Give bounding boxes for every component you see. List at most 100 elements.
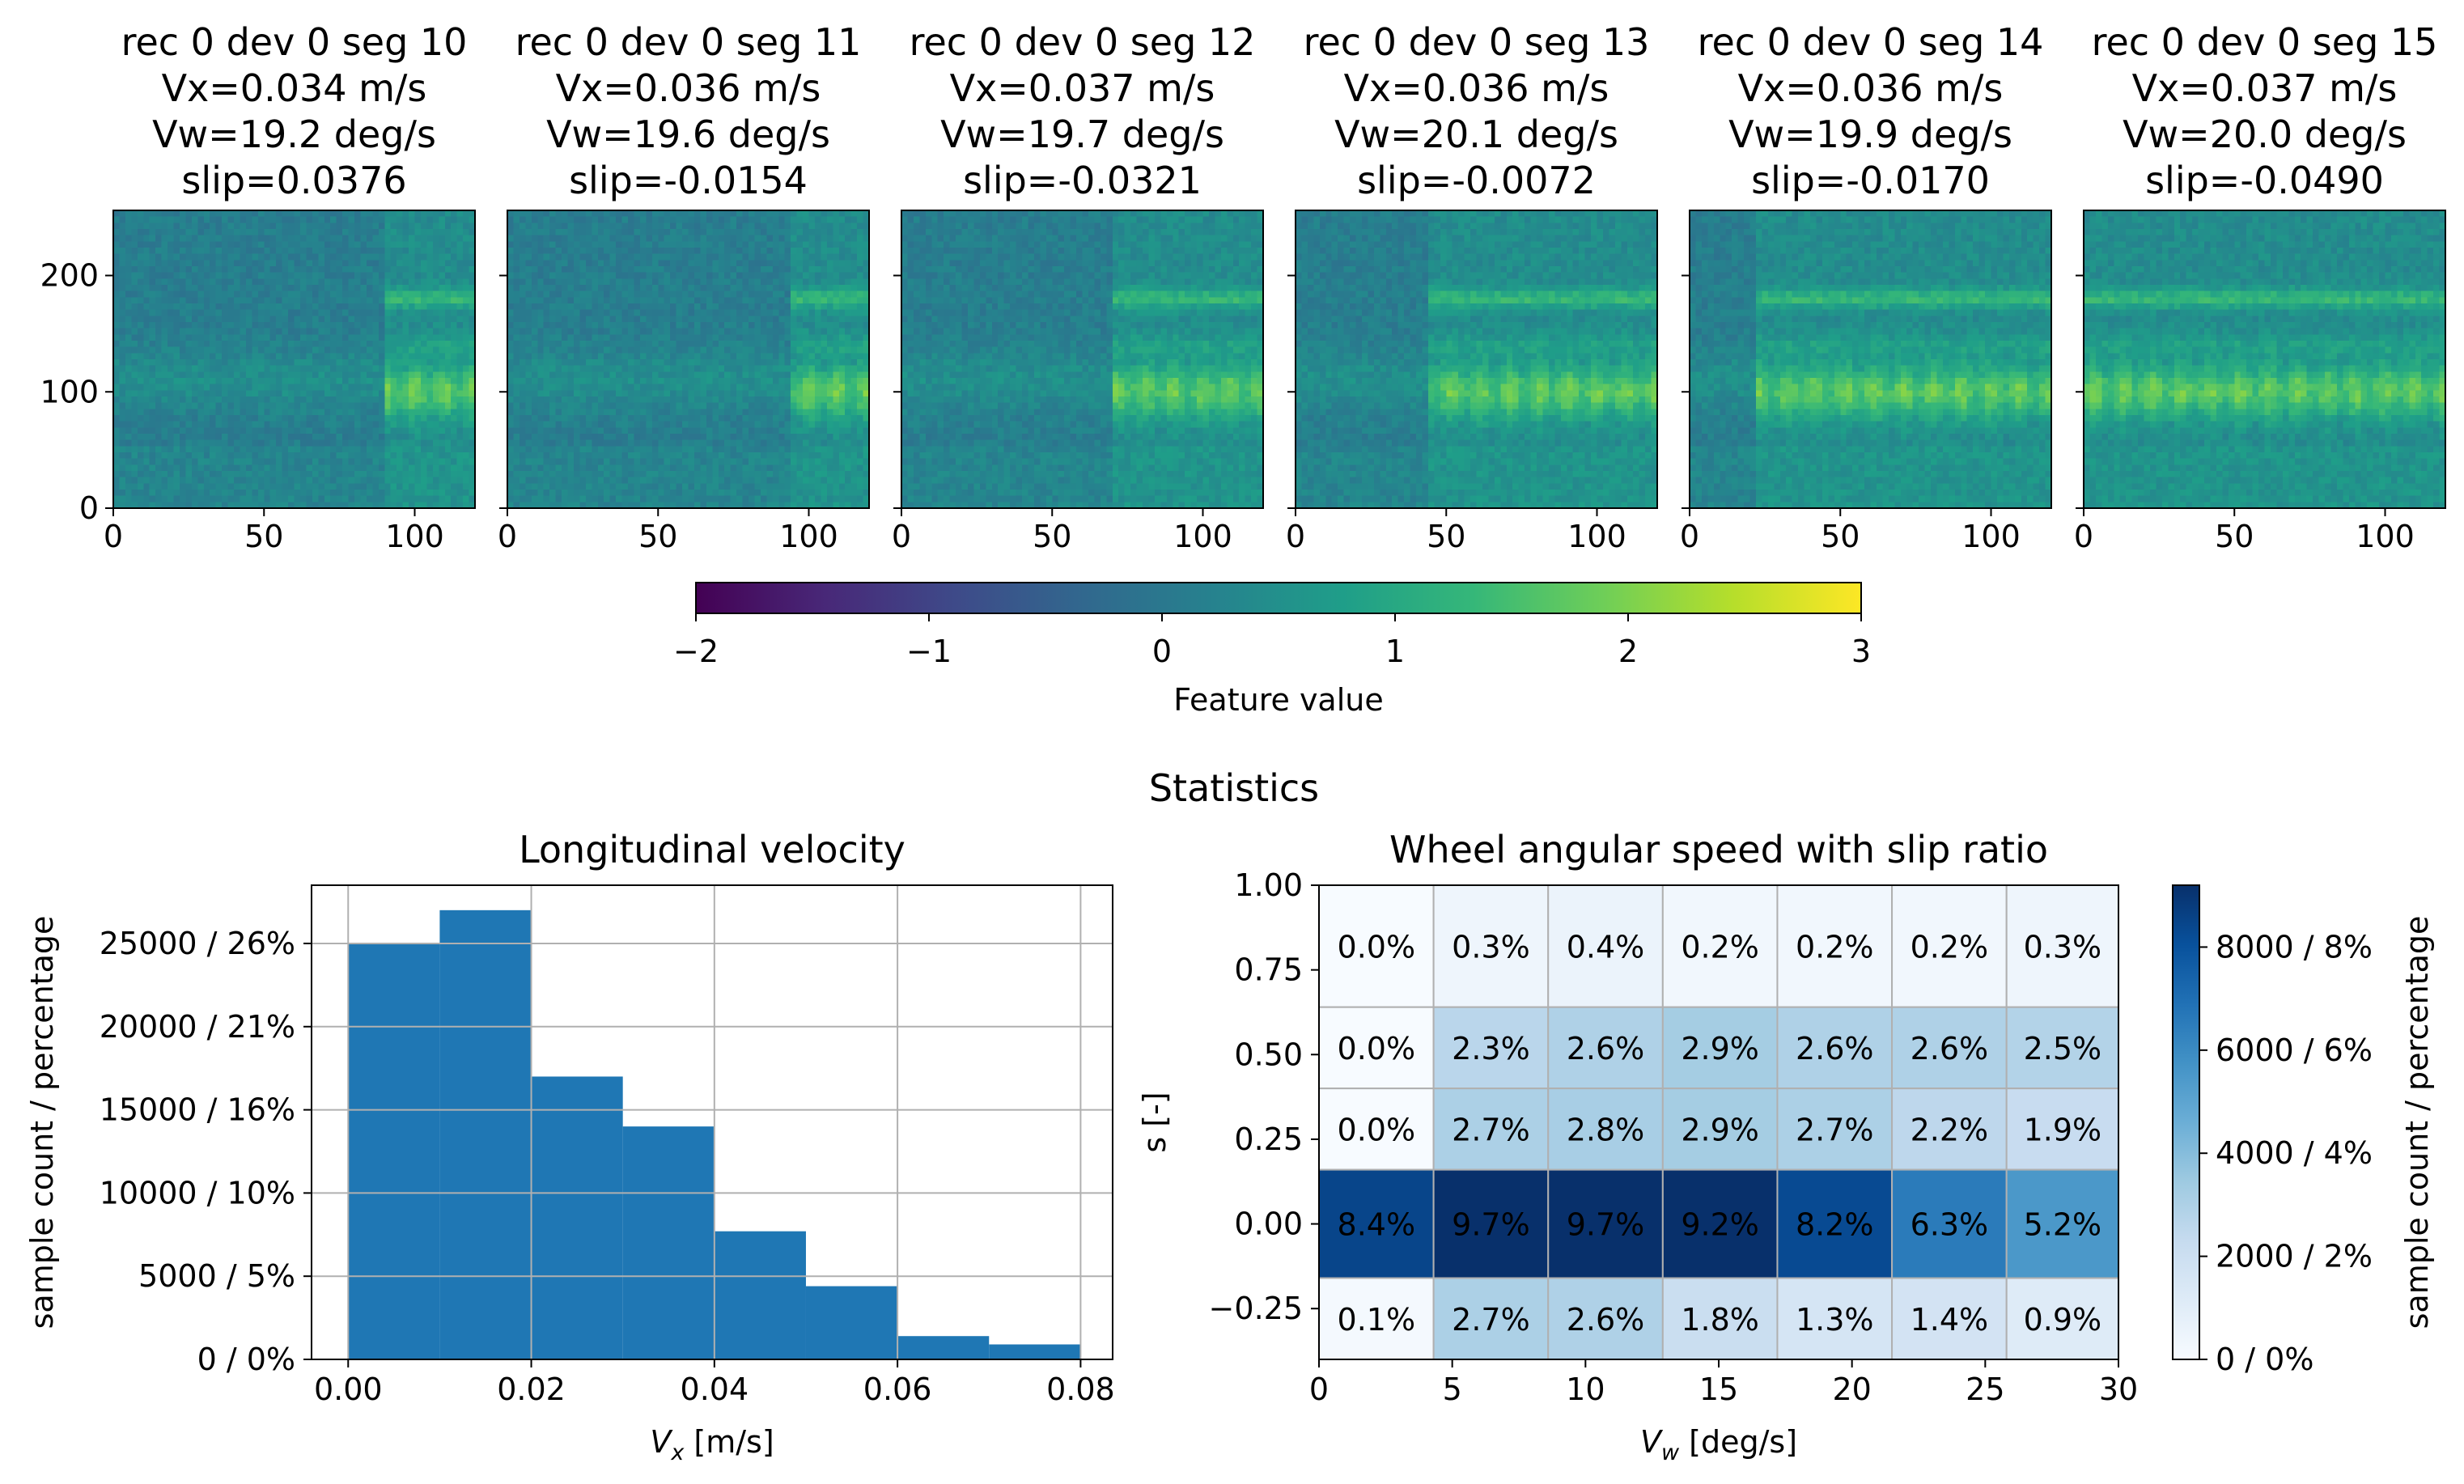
spectrogram-cell xyxy=(143,316,151,323)
spectrogram-cell xyxy=(197,402,205,409)
spectrogram-cell xyxy=(348,248,355,255)
spectrogram-cell xyxy=(682,223,689,230)
spectrogram-cell xyxy=(264,334,271,341)
spectrogram-cell xyxy=(348,328,355,335)
spectrogram-cell xyxy=(264,272,271,279)
spectrogram-cell xyxy=(125,421,132,428)
spectrogram-cell xyxy=(222,272,229,279)
spectrogram-cell xyxy=(245,452,252,460)
spectrogram-cell xyxy=(693,434,701,441)
spectrogram-cell xyxy=(676,359,683,367)
spectrogram-cell xyxy=(264,464,271,472)
spectrogram-cell xyxy=(161,272,168,279)
spectrogram-cell xyxy=(372,309,380,316)
spectrogram-cell xyxy=(604,309,611,316)
spectrogram-cell xyxy=(573,502,580,509)
spectrogram-cell xyxy=(155,253,163,261)
spectrogram-cell xyxy=(215,495,223,502)
spectrogram-cell xyxy=(348,446,355,453)
spectrogram-cell xyxy=(366,477,373,484)
spectrogram-cell xyxy=(390,464,397,472)
spectrogram-cell xyxy=(282,477,289,484)
spectrogram-cell xyxy=(299,502,307,509)
spectrogram-cell xyxy=(269,427,277,435)
spectrogram-cell xyxy=(384,248,392,255)
spectrogram-cell xyxy=(179,390,186,397)
spectrogram-cell xyxy=(227,458,235,465)
spectrogram-cell xyxy=(444,502,452,509)
spectrogram-cell xyxy=(439,278,446,286)
spectrogram-cell xyxy=(342,328,350,335)
spectrogram-cell xyxy=(348,359,355,367)
spectrogram-cell xyxy=(700,346,707,354)
spectrogram-cell xyxy=(312,229,319,236)
spectrogram-cell xyxy=(185,216,193,223)
spectrogram-cell xyxy=(299,297,307,304)
spectrogram-cell xyxy=(742,390,749,397)
spectrogram-cell xyxy=(543,384,550,391)
spectrogram-cell xyxy=(348,266,355,273)
spectrogram-cell xyxy=(736,210,744,218)
spectrogram-cell xyxy=(306,241,313,248)
spectrogram-cell xyxy=(531,434,538,441)
spectrogram-cell xyxy=(724,229,732,236)
spectrogram-cell xyxy=(137,439,144,447)
spectrogram-cell xyxy=(420,303,427,311)
spectrogram-cell xyxy=(234,316,241,323)
spectrogram-cell xyxy=(324,334,331,341)
spectrogram-cell xyxy=(143,241,151,248)
spectrogram-cell xyxy=(688,229,695,236)
spectrogram-cell xyxy=(378,452,385,460)
spectrogram-cell xyxy=(179,303,186,311)
spectrogram-cell xyxy=(222,248,229,255)
spectrogram-cell xyxy=(168,241,175,248)
spectrogram-cell xyxy=(597,421,604,428)
spectrogram-cell xyxy=(125,316,132,323)
spectrogram-cell xyxy=(264,365,271,372)
spectrogram-cell xyxy=(651,464,659,472)
spectrogram-cell xyxy=(531,384,538,391)
spectrogram-cell xyxy=(240,334,247,341)
spectrogram-cell xyxy=(651,371,659,379)
spectrogram-cell xyxy=(252,309,259,316)
spectrogram-cell xyxy=(682,439,689,447)
spectrogram-cell xyxy=(513,272,520,279)
spectrogram-cell xyxy=(137,316,144,323)
spectrogram-cell xyxy=(658,253,665,261)
spectrogram-cell xyxy=(609,272,617,279)
spectrogram-cell xyxy=(210,396,217,404)
spectrogram-cell xyxy=(312,502,319,509)
spectrogram-cell xyxy=(760,439,767,447)
spectrogram-cell xyxy=(651,278,659,286)
spectrogram-cell xyxy=(360,285,367,292)
spectrogram-cell xyxy=(276,371,283,379)
spectrogram-cell xyxy=(531,371,538,379)
spectrogram-cell xyxy=(245,471,252,478)
spectrogram-cell xyxy=(155,266,163,273)
spectrogram-cell xyxy=(712,427,719,435)
spectrogram-cell xyxy=(191,285,198,292)
spectrogram-cell xyxy=(531,235,538,242)
spectrogram-cell xyxy=(215,490,223,497)
spectrogram-cell xyxy=(414,359,422,367)
spectrogram-cell xyxy=(585,477,592,484)
spectrogram-cell xyxy=(651,458,659,465)
spectrogram-cell xyxy=(730,458,737,465)
spectrogram-cell xyxy=(234,272,241,279)
spectrogram-cell xyxy=(420,452,427,460)
spectrogram-cell xyxy=(155,346,163,354)
spectrogram-cell xyxy=(592,446,599,453)
spectrogram-cell xyxy=(724,210,732,218)
spectrogram-cell xyxy=(579,421,587,428)
spectrogram-cell xyxy=(456,297,464,304)
spectrogram-cell xyxy=(113,390,121,397)
spectrogram-cell xyxy=(639,458,647,465)
spectrogram-cell xyxy=(426,346,434,354)
spectrogram-cell xyxy=(306,477,313,484)
spectrogram-cell xyxy=(760,322,767,329)
spectrogram-cell xyxy=(348,427,355,435)
spectrogram-cell xyxy=(294,390,301,397)
spectrogram-cell xyxy=(597,303,604,311)
spectrogram-cell xyxy=(348,502,355,509)
spectrogram-cell xyxy=(222,495,229,502)
